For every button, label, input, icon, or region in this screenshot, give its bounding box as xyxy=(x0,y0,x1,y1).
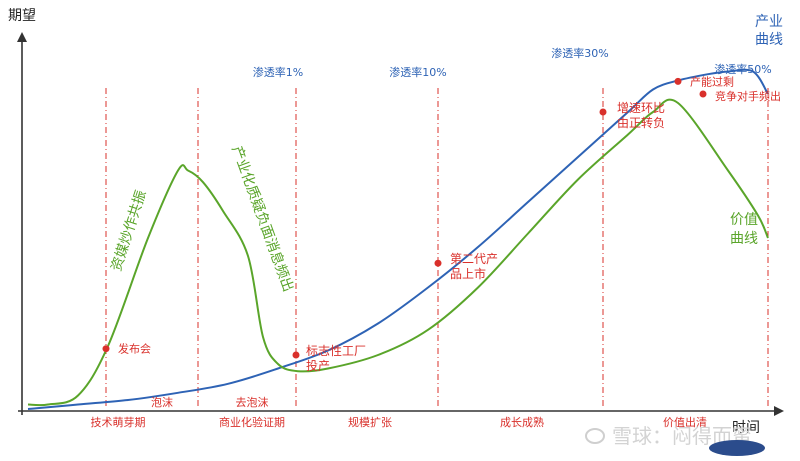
event-dot-0 xyxy=(102,345,110,353)
stage-label-1: 泡沫 xyxy=(151,395,173,409)
penetration-label-0: 渗透率1% xyxy=(253,65,303,79)
value-curve xyxy=(27,98,769,407)
penetration-label-1: 渗透率10% xyxy=(389,65,446,79)
event-label-0: 发布会 xyxy=(118,342,151,356)
event-dot-2 xyxy=(434,259,442,267)
annotation-industry-curve-2: 曲线 xyxy=(755,32,783,48)
event-dot-1 xyxy=(292,351,300,359)
y-axis-arrow xyxy=(17,32,27,42)
watermark-badge xyxy=(709,440,765,456)
stage-dividers xyxy=(105,88,769,409)
x-axis-label: 时间 xyxy=(732,420,760,436)
event-label-3: 增速环比由正转负 xyxy=(617,101,665,130)
annotation-value-curve-2: 曲线 xyxy=(730,231,758,247)
annotation-hype: 资媒炒作共振 xyxy=(109,188,150,273)
stage-label-6: 价值出清 xyxy=(663,415,707,429)
event-label-5: 竞争对手频出 xyxy=(715,89,781,103)
penetration-label-3: 渗透率50% xyxy=(714,62,771,76)
x-axis-arrow xyxy=(774,406,784,416)
stage-label-5: 成长成熟 xyxy=(500,415,544,429)
event-dot-4 xyxy=(674,77,682,85)
industry-curve xyxy=(27,68,769,410)
annotation-industry-curve-1: 产业 xyxy=(755,14,783,30)
stage-label-0: 技术萌芽期 xyxy=(91,415,146,429)
watermark: 雪球：闷得而蜜 xyxy=(585,424,765,456)
annotation-doubt: 产业化质疑负面消息频出 xyxy=(228,144,297,295)
event-dot-5 xyxy=(699,90,707,98)
event-label-1: 标志性工厂投产 xyxy=(306,344,366,373)
event-label-2: 第二代产品上市 xyxy=(450,252,498,281)
y-axis-label: 期望 xyxy=(8,8,36,24)
event-label-4: 产能过剩 xyxy=(690,74,734,88)
watermark-logo-icon xyxy=(585,428,605,444)
stage-label-2: 去泡沫 xyxy=(236,395,269,409)
annotation-value-curve-1: 价值 xyxy=(730,212,758,228)
series-lines xyxy=(27,68,769,410)
stage-label-3: 商业化验证期 xyxy=(219,415,285,429)
stage-label-4: 规模扩张 xyxy=(348,415,392,429)
penetration-label-2: 渗透率30% xyxy=(551,46,608,60)
event-dot-3 xyxy=(599,108,607,116)
